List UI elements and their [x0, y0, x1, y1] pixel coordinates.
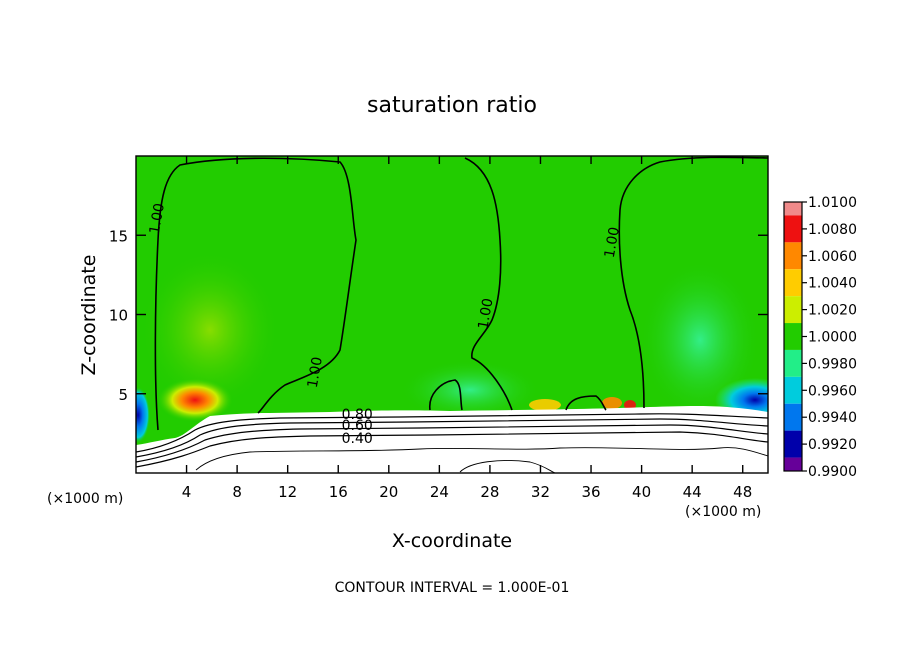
warm-spot-39 [624, 400, 636, 410]
contour-line [459, 460, 556, 473]
colorbar-tick-label: 0.9960 [808, 383, 857, 399]
colorbar-swatch [784, 376, 802, 404]
x-tick-label: 12 [278, 483, 297, 501]
y-axis-label: Z-coordinate [78, 255, 100, 376]
x-tick-label: 40 [632, 483, 651, 501]
x-tick-label: 4 [182, 483, 192, 501]
colorbar-swatch [784, 349, 802, 377]
contour-label: 0.60 [342, 418, 373, 434]
contour-label: 0.40 [342, 431, 373, 447]
colorbar-swatch [784, 457, 802, 471]
x-tick-label: 16 [329, 483, 348, 501]
contour-labels: 1.00 1.00 1.00 1.00 0.800.600.40 [147, 202, 623, 447]
contour-line [565, 395, 607, 411]
contour-label: 1.00 [147, 202, 168, 235]
x-tick-label: 32 [531, 483, 550, 501]
colorbar-tick-label: 0.9920 [808, 437, 857, 453]
mint-zone-right [640, 260, 760, 420]
colorbar-swatch [784, 202, 802, 216]
contour-line [618, 156, 768, 409]
contour-label: 0.80 [342, 407, 373, 423]
contour-line [136, 431, 768, 468]
y-tick-label: 5 [118, 386, 128, 404]
x-unit-left: (×1000 m) [47, 491, 123, 507]
y-tick-label: 15 [109, 227, 128, 245]
x-tick-label: 48 [733, 483, 752, 501]
chart-title: saturation ratio [367, 93, 537, 118]
y-axis: 5 10 15 [109, 227, 768, 404]
colorbar-tick-label: 1.0100 [808, 195, 857, 211]
x-axis: 4 8 12 16 20 24 28 32 36 40 44 48 [182, 156, 752, 501]
colorbar-swatch [784, 242, 802, 270]
x-tick-label: 36 [581, 483, 600, 501]
contour-line [136, 413, 768, 453]
x-tick-label: 24 [430, 483, 449, 501]
colorbar-swatch [784, 430, 802, 458]
colorbar-tick-label: 1.0000 [808, 330, 857, 346]
x-unit-right: (×1000 m) [685, 504, 761, 520]
contour-line [136, 424, 768, 463]
supersaturation-peak [157, 378, 233, 422]
colorbar-tick-label: 1.0020 [808, 303, 857, 319]
colorbar-swatch [784, 323, 802, 350]
x-tick-label: 8 [232, 483, 242, 501]
y-tick-label: 10 [109, 307, 128, 325]
contour-line [464, 157, 513, 411]
contour-line [429, 379, 463, 411]
contour-line [154, 157, 357, 431]
contour-line [195, 447, 768, 471]
x-tick-label: 44 [683, 483, 702, 501]
contour-interval-note: CONTOUR INTERVAL = 1.000E-01 [335, 580, 570, 596]
subsaturation-left [136, 387, 150, 443]
contour-lines [136, 156, 768, 473]
x-tick-label: 28 [480, 483, 499, 501]
colorbar-tick-label: 1.0080 [808, 222, 857, 238]
colorbar-tick-label: 0.9940 [808, 410, 857, 426]
colorbar: 1.0100 1.0080 1.0060 1.0040 1.0020 1.0000 0.99… [783, 195, 857, 480]
contour-label: 1.00 [602, 226, 623, 259]
colorbar-swatch [784, 215, 802, 243]
warm-spot-32 [529, 399, 561, 411]
colorbar-swatch [784, 403, 802, 431]
mint-zone-center [400, 360, 540, 420]
warm-zone-left [140, 250, 280, 410]
contour-line [136, 418, 768, 458]
contour-label: 1.00 [475, 297, 496, 330]
colorbar-tick-label: 1.0040 [808, 276, 857, 292]
contour-label: 1.00 [305, 356, 326, 389]
warm-spot-38 [602, 397, 622, 409]
colorbar-tick-label: 0.9900 [808, 464, 857, 480]
x-axis-label: X-coordinate [392, 530, 512, 552]
colorbar-tick-label: 1.0060 [808, 249, 857, 265]
x-tick-label: 20 [379, 483, 398, 501]
colorbar-swatch [784, 296, 802, 324]
colorbar-swatch [784, 269, 802, 297]
colorbar-tick-label: 0.9980 [808, 356, 857, 372]
